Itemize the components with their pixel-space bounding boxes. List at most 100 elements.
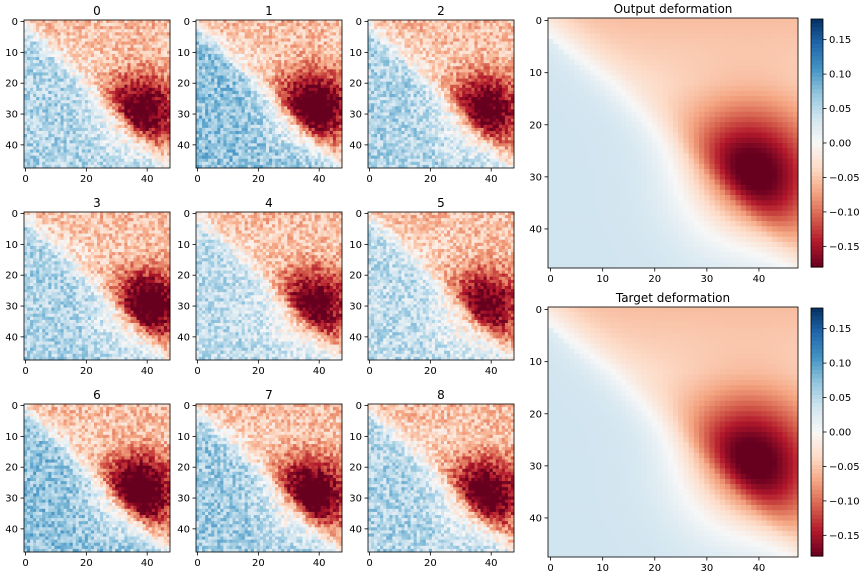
heatmap-cell	[36, 45, 40, 49]
heatmap-cell	[45, 57, 49, 61]
heatmap-cell	[293, 39, 297, 43]
heatmap-cell	[97, 159, 101, 163]
heatmap-cell	[137, 26, 141, 30]
heatmap-cell	[124, 97, 128, 101]
heatmap-cell	[79, 76, 83, 80]
heatmap-cell	[223, 131, 227, 135]
heatmap-cell	[155, 131, 159, 135]
heatmap-cell	[208, 94, 212, 98]
heatmap-cell	[27, 88, 31, 92]
heatmap-cell	[336, 23, 340, 27]
heatmap-cell	[260, 82, 264, 86]
heatmap-cell	[130, 150, 134, 154]
heatmap-cell	[143, 91, 147, 95]
heatmap-cell	[97, 20, 101, 24]
heatmap-cell	[88, 109, 92, 113]
heatmap-cell	[33, 20, 37, 24]
heatmap-cell	[61, 60, 65, 64]
heatmap-cell	[103, 57, 107, 61]
heatmap-cell	[97, 134, 101, 138]
heatmap-cell	[97, 109, 101, 113]
heatmap-cell	[164, 94, 168, 98]
heatmap-cell	[199, 97, 203, 101]
heatmap-cell	[296, 63, 300, 67]
heatmap-cell	[115, 66, 119, 70]
heatmap-cell	[130, 109, 134, 113]
heatmap-cell	[146, 26, 150, 30]
heatmap-cell	[152, 35, 156, 39]
heatmap-cell	[284, 116, 288, 120]
heatmap-cell	[45, 106, 49, 110]
heatmap-cell	[242, 26, 246, 30]
heatmap-cell	[112, 60, 116, 64]
heatmap-cell	[33, 146, 37, 150]
heatmap-cell	[199, 42, 203, 46]
heatmap-cell	[121, 42, 125, 46]
heatmap-cell	[306, 76, 310, 80]
heatmap-cell	[106, 143, 110, 147]
heatmap-cell	[254, 72, 258, 76]
heatmap-cell	[236, 122, 240, 126]
heatmap-cell	[149, 39, 153, 43]
heatmap-cell	[223, 69, 227, 73]
heatmap-cell	[149, 76, 153, 80]
heatmap-cell	[30, 85, 34, 89]
heatmap-cell	[290, 97, 294, 101]
heatmap-cell	[70, 23, 74, 27]
heatmap-cell	[299, 26, 303, 30]
heatmap-cell	[330, 72, 334, 76]
heatmap-cell	[211, 39, 215, 43]
heatmap-cell	[137, 60, 141, 64]
heatmap-cell	[143, 54, 147, 58]
heatmap-cell	[269, 134, 273, 138]
heatmap-cell	[143, 159, 147, 163]
heatmap-cell	[100, 113, 104, 117]
heatmap-cell	[236, 72, 240, 76]
heatmap-cell	[140, 122, 144, 126]
heatmap-cell	[220, 91, 224, 95]
heatmap-cell	[94, 82, 98, 86]
heatmap-cell	[239, 45, 243, 49]
heatmap-cell	[67, 20, 71, 24]
heatmap-cell	[309, 113, 313, 117]
heatmap-cell	[229, 82, 233, 86]
heatmap-cell	[245, 32, 249, 36]
heatmap-cell	[164, 26, 168, 30]
heatmap-cell	[109, 134, 113, 138]
heatmap-cell	[103, 109, 107, 113]
heatmap-cell	[54, 35, 58, 39]
heatmap-cell	[290, 51, 294, 55]
heatmap-cell	[287, 79, 291, 83]
heatmap-cell	[127, 125, 131, 129]
heatmap-cell	[299, 119, 303, 123]
heatmap-cell	[306, 32, 310, 36]
heatmap-cell	[263, 94, 267, 98]
heatmap-cell	[217, 26, 221, 30]
heatmap-cell	[94, 72, 98, 76]
heatmap-cell	[312, 122, 316, 126]
heatmap-cell	[103, 137, 107, 141]
heatmap-cell	[330, 116, 334, 120]
heatmap-cell	[155, 143, 159, 147]
heatmap-cell	[121, 57, 125, 61]
heatmap-cell	[281, 23, 285, 27]
heatmap-cell	[164, 91, 168, 95]
heatmap-cell	[33, 82, 37, 86]
heatmap-cell	[70, 91, 74, 95]
heatmap-cell	[73, 42, 77, 46]
heatmap-cell	[100, 66, 104, 70]
heatmap-cell	[257, 100, 261, 104]
heatmap-cell	[196, 60, 200, 64]
heatmap-cell	[36, 54, 40, 58]
heatmap-cell	[115, 51, 119, 55]
heatmap-cell	[290, 72, 294, 76]
heatmap-cell	[266, 60, 270, 64]
heatmap-cell	[48, 51, 52, 55]
heatmap-cell	[109, 113, 113, 117]
heatmap-cell	[278, 100, 282, 104]
heatmap-cell	[290, 134, 294, 138]
heatmap-cell	[315, 72, 319, 76]
heatmap-cell	[27, 140, 31, 144]
heatmap-cell	[82, 26, 86, 30]
heatmap-cell	[82, 134, 86, 138]
